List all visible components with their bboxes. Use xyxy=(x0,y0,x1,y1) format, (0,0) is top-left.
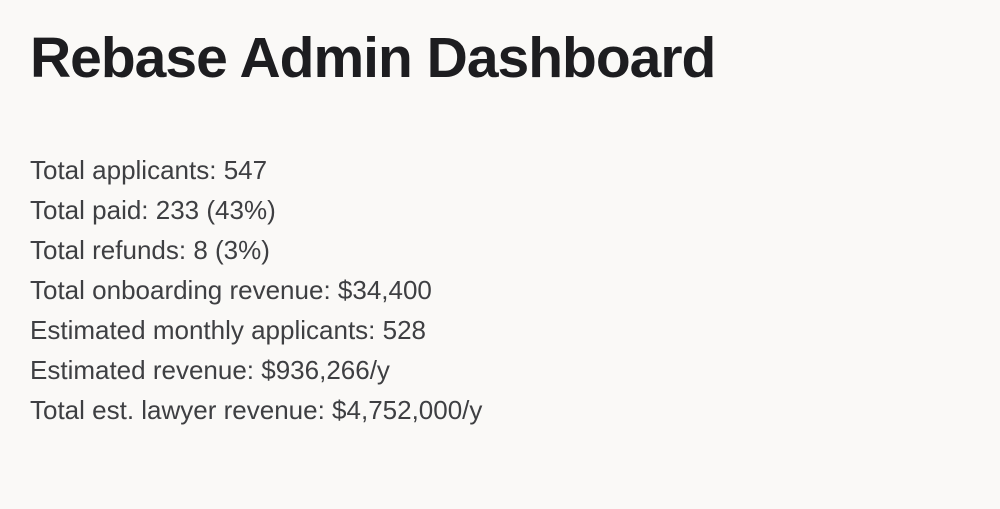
stat-estimated-revenue: Estimated revenue: $936,266/y xyxy=(30,350,970,390)
stat-total-refunds: Total refunds: 8 (3%) xyxy=(30,230,970,270)
stat-label: Total onboarding revenue: xyxy=(30,274,331,305)
stat-monthly-applicants: Estimated monthly applicants: 528 xyxy=(30,310,970,350)
stat-value: 528 xyxy=(382,314,427,345)
stat-label: Total est. lawyer revenue: xyxy=(30,394,325,425)
stat-total-paid: Total paid: 233 (43%) xyxy=(30,190,970,230)
stat-total-applicants: Total applicants: 547 xyxy=(30,150,970,190)
stat-label: Total paid: xyxy=(30,194,149,225)
stat-onboarding-revenue: Total onboarding revenue: $34,400 xyxy=(30,270,970,310)
stat-label: Estimated revenue: xyxy=(30,354,255,385)
stat-value: $4,752,000/y xyxy=(332,394,483,425)
stat-value: $34,400 xyxy=(337,274,432,305)
stat-value: 8 (3%) xyxy=(193,234,270,265)
stat-value: 547 xyxy=(223,154,268,185)
stat-value: 233 (43%) xyxy=(155,194,276,225)
page-title: Rebase Admin Dashboard xyxy=(30,26,716,90)
stat-label: Estimated monthly applicants: xyxy=(30,314,376,345)
stat-lawyer-revenue: Total est. lawyer revenue: $4,752,000/y xyxy=(30,390,970,430)
stat-label: Total applicants: xyxy=(30,154,217,185)
stats-list: Total applicants: 547 Total paid: 233 (4… xyxy=(30,150,970,430)
stat-label: Total refunds: xyxy=(30,234,187,265)
stat-value: $936,266/y xyxy=(261,354,390,385)
